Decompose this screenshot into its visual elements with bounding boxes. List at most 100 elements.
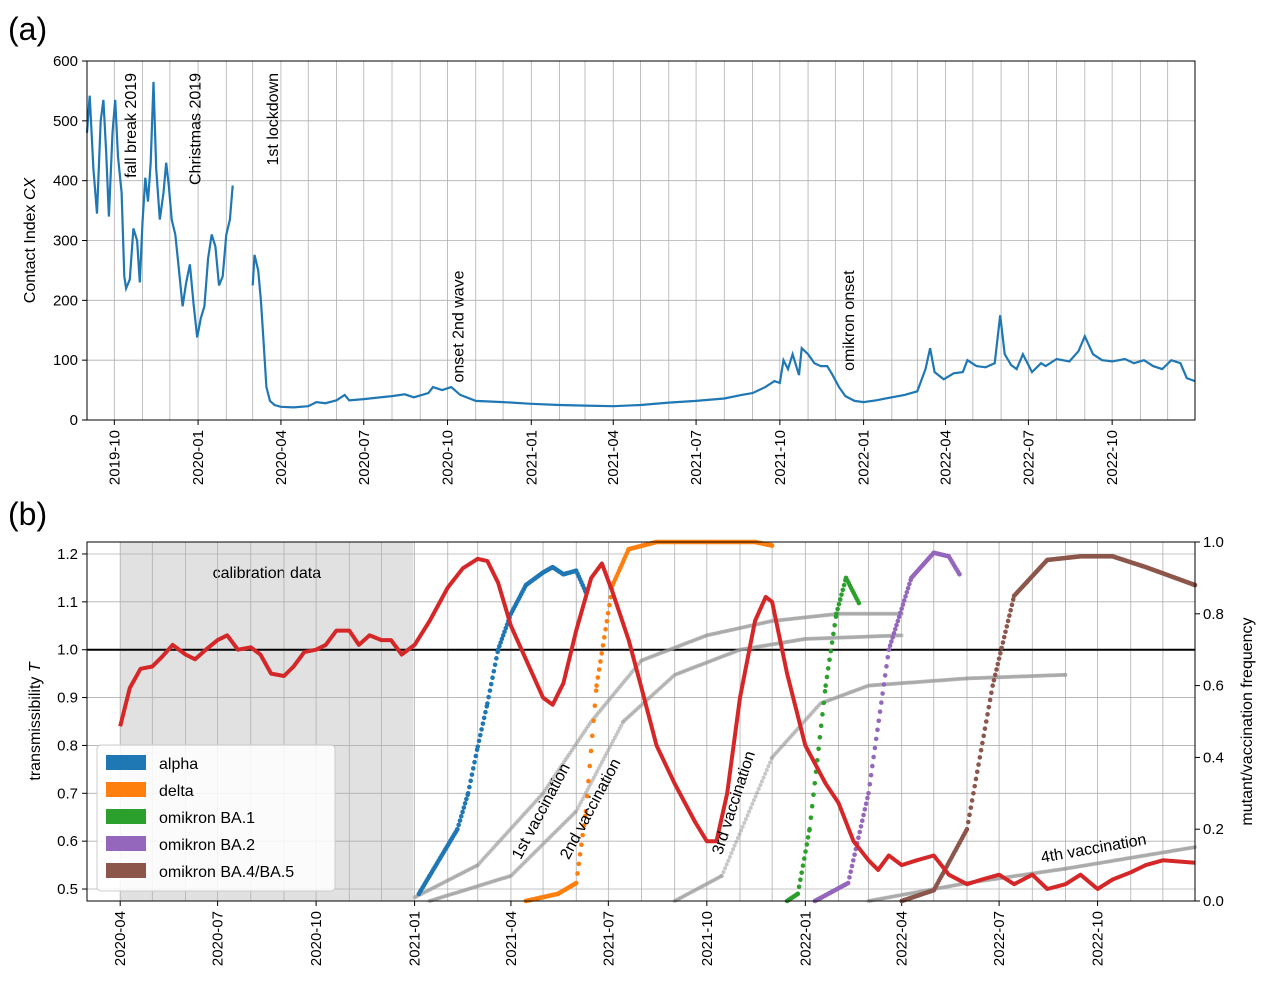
variant-point	[475, 744, 481, 749]
panel-a-annotation: 1st lockdown	[265, 73, 282, 166]
panel-a-annotation: fall break 2019	[123, 73, 140, 178]
variant-point	[458, 813, 464, 819]
contact-index-line	[251, 254, 1196, 409]
variant-point	[800, 863, 806, 868]
variant-point	[858, 824, 864, 829]
panel-b-right-ytick-label: 0.8	[1203, 606, 1224, 623]
vaccination-point	[763, 771, 768, 776]
vaccination-point	[734, 839, 739, 844]
variant-point	[852, 852, 857, 858]
variant-point	[607, 602, 612, 608]
vaccination-point	[604, 751, 609, 756]
variant-point	[848, 869, 854, 875]
vaccination-point	[755, 790, 760, 795]
panel-b-ytick-label: 0.8	[57, 737, 78, 754]
panel-a-xtick-label: 2021-10	[772, 430, 789, 485]
variant-point	[982, 726, 988, 731]
vaccination-point	[739, 828, 744, 833]
variant-point	[835, 606, 840, 612]
variant-point	[881, 682, 887, 687]
variant-point	[824, 674, 830, 680]
variant-point	[865, 795, 870, 801]
variant-point	[596, 667, 602, 672]
variant-point	[478, 732, 483, 738]
panel-b-ytick-label: 0.6	[57, 833, 78, 850]
panel-a-ytick-label: 600	[53, 53, 78, 70]
variant-point	[890, 635, 895, 640]
variant-point	[799, 870, 804, 875]
variant-point	[1001, 634, 1007, 640]
variant-point	[490, 675, 495, 681]
variant-point	[896, 614, 902, 620]
vaccination-point	[603, 754, 608, 759]
variant-point	[991, 677, 997, 683]
variant-point	[862, 807, 868, 812]
variant-point	[885, 654, 891, 660]
variant-point	[769, 543, 775, 548]
vaccination-point	[750, 802, 755, 807]
variant-point	[974, 769, 980, 775]
legend-label: omikron BA.1	[159, 810, 255, 827]
variant-point	[903, 594, 908, 599]
variant-point	[847, 875, 852, 880]
panel-a-ytick-label: 500	[53, 113, 78, 130]
vaccination-point	[574, 809, 579, 814]
variant-point	[576, 861, 582, 867]
variant-point	[472, 759, 477, 765]
variant-point	[891, 630, 897, 636]
variant-point	[995, 661, 1001, 667]
variant-point	[492, 662, 498, 668]
variant-point	[827, 657, 832, 663]
variant-point	[820, 712, 825, 717]
panel-b-ytick-label: 0.9	[57, 690, 78, 707]
variant-point	[1009, 602, 1015, 608]
panel-a-xtick-label: 2020-04	[273, 430, 290, 485]
panel-a-ylabel: Contact Index CX	[22, 176, 39, 303]
panel-b-xtick-label: 2022-01	[797, 911, 814, 966]
variant-point	[603, 627, 608, 632]
vaccination-point	[580, 797, 585, 802]
variant-point	[981, 733, 986, 739]
vaccination-point	[579, 800, 584, 805]
variant-point	[884, 664, 889, 669]
vaccination-point	[719, 873, 724, 878]
vaccination-point	[614, 732, 619, 737]
panel-b-ytick-label: 0.5	[57, 881, 78, 898]
variant-point	[868, 772, 874, 778]
vaccination-point	[611, 738, 616, 743]
variant-point	[457, 818, 463, 823]
vaccination-point	[745, 813, 750, 818]
variant-point	[796, 884, 802, 890]
vaccination-point	[595, 769, 600, 774]
variant-point	[882, 673, 888, 678]
variant-point	[809, 803, 815, 809]
variant-point	[992, 672, 998, 678]
variant-point	[502, 629, 507, 635]
vaccination-point	[598, 763, 603, 768]
variant-point	[467, 784, 472, 790]
vaccination-point	[727, 854, 732, 859]
variant-point	[580, 832, 585, 838]
variant-point	[867, 781, 873, 787]
variant-point	[821, 700, 827, 706]
variant-point	[573, 880, 579, 886]
variant-point	[1005, 618, 1011, 624]
variant-point	[808, 815, 814, 821]
variant-point	[598, 659, 603, 664]
vaccination-point	[732, 843, 737, 848]
panel-a-ytick-label: 100	[53, 352, 78, 369]
variant-point	[491, 668, 497, 674]
variant-point	[595, 675, 601, 680]
variant-point	[488, 681, 494, 687]
variant-point	[880, 691, 885, 696]
variant-point	[877, 709, 883, 714]
panel-a-xtick-label: 2022-04	[938, 430, 955, 485]
variant-point	[581, 823, 587, 828]
variant-point	[989, 690, 994, 696]
variant-point	[872, 745, 878, 751]
variant-point	[479, 727, 484, 732]
vaccination-point	[617, 726, 622, 731]
panel-a-annotation: Christmas 2019	[187, 73, 204, 185]
variant-point	[892, 626, 898, 632]
variant-point	[964, 826, 970, 832]
